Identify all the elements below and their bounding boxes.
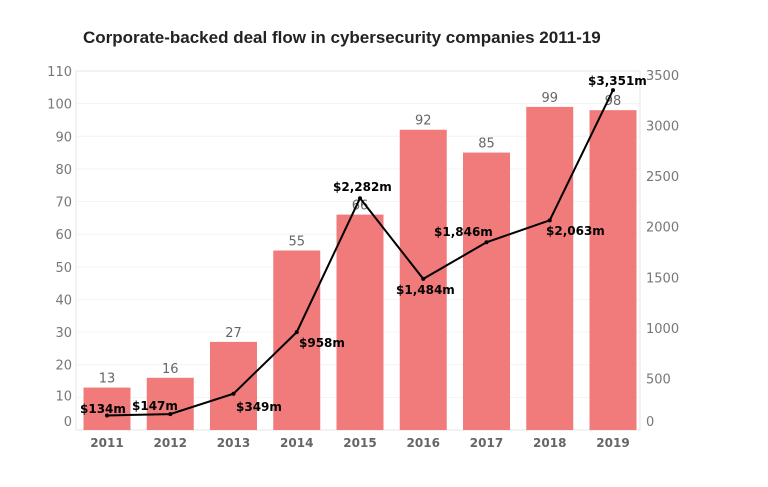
bar <box>273 250 321 430</box>
left-axis-tick: 70 <box>55 196 72 211</box>
right-axis-tick: 500 <box>646 372 671 387</box>
line-point <box>358 196 362 201</box>
line-label: $2,282m <box>333 180 392 194</box>
left-axis-tick: 50 <box>55 261 72 276</box>
line-point <box>484 240 489 245</box>
line-point <box>294 330 299 335</box>
line-label: $134m <box>80 402 126 416</box>
bar-label: 27 <box>225 326 242 341</box>
left-axis-tick: 100 <box>47 98 72 113</box>
line-point <box>421 276 426 281</box>
line-point <box>168 412 173 417</box>
right-axis-tick: 3500 <box>646 69 679 84</box>
bar-label: 92 <box>415 114 432 129</box>
left-axis-tick: 90 <box>55 130 72 145</box>
left-axis-tick: 80 <box>55 163 72 178</box>
line-label: $147m <box>132 399 178 413</box>
x-axis-tick: 2015 <box>343 436 376 450</box>
right-axis-tick: 1000 <box>646 322 679 337</box>
line-point <box>611 88 615 93</box>
left-axis-tick: 40 <box>55 293 72 308</box>
bar <box>146 377 194 430</box>
right-axis-tick: 1500 <box>646 271 679 286</box>
bar <box>210 341 257 430</box>
bar-label: 85 <box>478 137 495 152</box>
bar <box>463 152 510 430</box>
x-axis-tick: 2014 <box>280 436 313 450</box>
line-label: $3,351m <box>588 74 647 88</box>
left-axis-tick: 60 <box>55 228 72 243</box>
left-axis-tick: 0 <box>64 415 72 430</box>
left-axis-tick: 30 <box>55 326 72 341</box>
x-axis-tick: 2017 <box>470 436 503 450</box>
line-label: $1,846m <box>434 225 493 239</box>
line-label: $958m <box>299 336 345 350</box>
bar-label: 99 <box>541 91 558 106</box>
bar <box>336 214 384 430</box>
line-point <box>231 391 236 396</box>
bar <box>83 387 131 430</box>
line-point <box>547 218 552 223</box>
bar-label: 16 <box>162 362 179 377</box>
chart-title: Corporate-backed deal flow in cybersecur… <box>83 28 601 47</box>
x-axis-tick: 2013 <box>217 436 250 450</box>
x-axis-tick: 2016 <box>407 436 440 450</box>
bar <box>526 106 574 431</box>
line-label: $1,484m <box>396 283 455 297</box>
right-axis-tick: 0 <box>646 415 654 430</box>
line-label: $2,063m <box>546 224 605 238</box>
right-axis-tick: 3000 <box>646 120 679 135</box>
bar <box>589 110 637 430</box>
x-axis-tick: 2019 <box>596 436 629 450</box>
line-label: $349m <box>236 400 282 414</box>
bar-label: 55 <box>288 235 305 250</box>
right-axis-tick: 2500 <box>646 170 679 185</box>
x-axis-tick: 2012 <box>154 436 187 450</box>
left-axis-tick: 10 <box>55 389 72 404</box>
right-axis-tick: 2000 <box>646 221 679 236</box>
left-axis-tick: 110 <box>47 65 72 80</box>
x-axis-tick: 2011 <box>90 436 123 450</box>
bar-label: 13 <box>99 372 116 387</box>
left-axis-tick: 20 <box>55 359 72 374</box>
line-point <box>105 413 109 418</box>
x-axis-tick: 2018 <box>533 436 566 450</box>
